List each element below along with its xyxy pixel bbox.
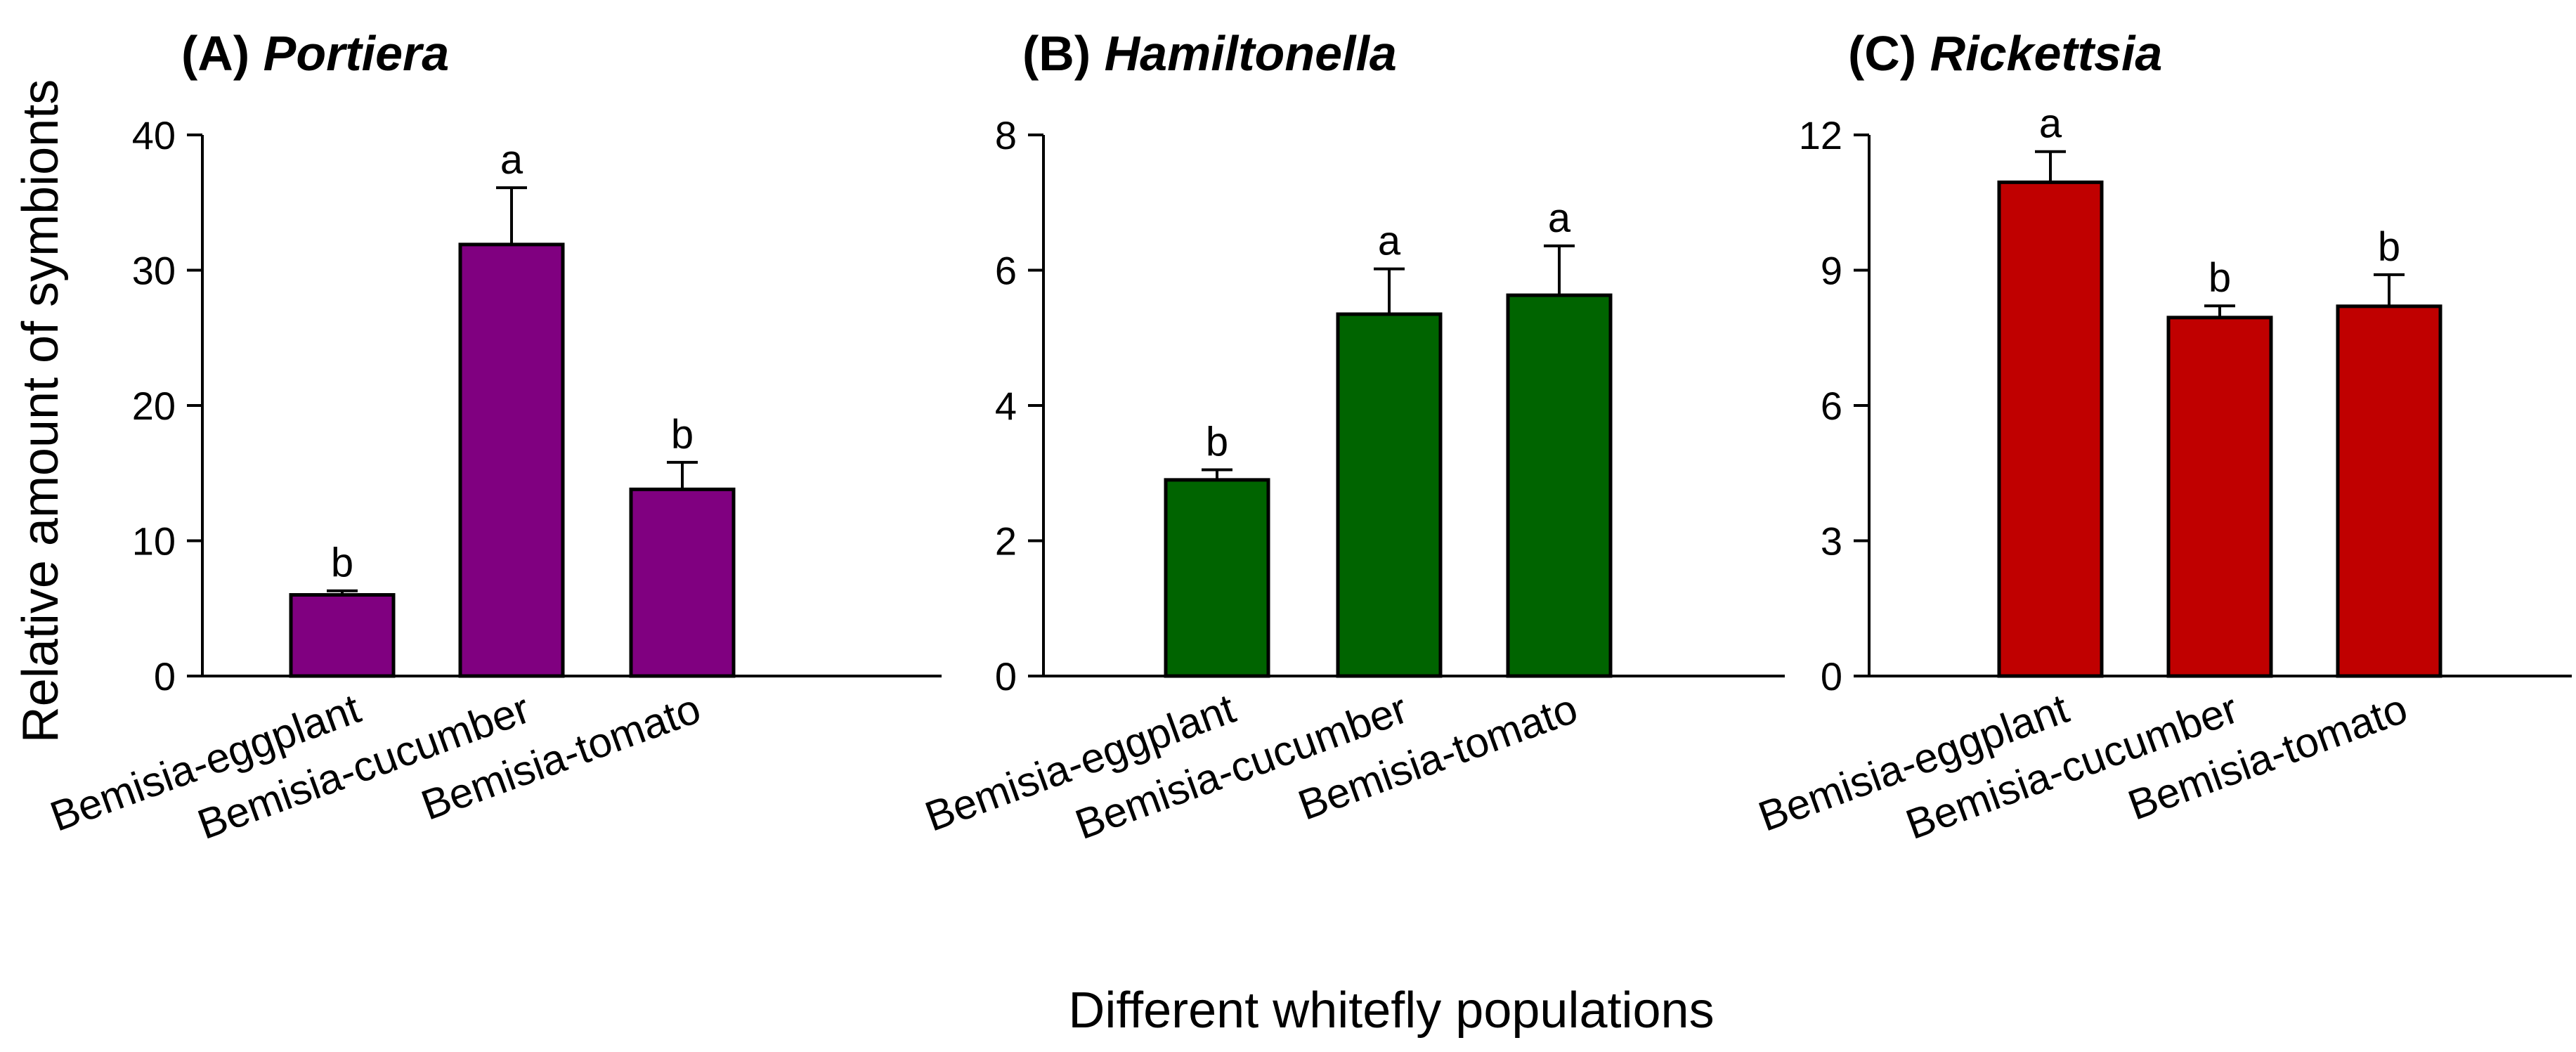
y-tick-label: 30	[132, 249, 176, 293]
bar	[458, 242, 565, 678]
y-tick-label: 40	[132, 113, 176, 157]
y-tick-label: 6	[1821, 384, 1842, 428]
y-tick-label: 4	[995, 384, 1017, 428]
significance-letter: a	[2039, 101, 2062, 147]
significance-letter: b	[2378, 224, 2400, 270]
y-tick-label: 12	[1799, 113, 1842, 157]
bar	[1164, 478, 1270, 678]
significance-letter: b	[2209, 255, 2231, 301]
bar	[1506, 293, 1613, 678]
bar	[2336, 304, 2442, 678]
significance-letter: b	[331, 540, 353, 586]
panel-title: (A) Portiera	[181, 26, 449, 81]
panel-genus: Rickettsia	[1930, 26, 2163, 81]
y-tick-label: 6	[995, 249, 1017, 293]
bar	[629, 487, 736, 678]
panel-title: (B) Hamiltonella	[1022, 26, 1397, 81]
significance-letter: a	[500, 137, 523, 183]
y-tick-label: 0	[995, 654, 1017, 699]
y-tick-label: 0	[1821, 654, 1842, 699]
significance-letter: a	[1378, 219, 1401, 264]
bar	[1336, 312, 1443, 678]
panel-genus: Portiera	[264, 26, 450, 81]
figure-x-axis-label: Different whitefly populations	[1068, 982, 1714, 1039]
panel-label: (B)	[1022, 26, 1105, 81]
panel-genus: Hamiltonella	[1105, 26, 1397, 81]
bar	[2166, 316, 2273, 678]
y-tick-label: 20	[132, 384, 176, 428]
panel-label: (C)	[1848, 26, 1930, 81]
figure-y-axis-label: Relative amount of symbionts	[13, 79, 69, 743]
y-tick-label: 3	[1821, 519, 1842, 564]
y-tick-label: 10	[132, 519, 176, 564]
y-tick-label: 2	[995, 519, 1017, 564]
y-tick-label: 8	[995, 113, 1017, 157]
panel-title: (C) Rickettsia	[1848, 26, 2162, 81]
significance-letter: b	[1206, 419, 1228, 465]
bar	[1997, 180, 2104, 678]
y-tick-label: 9	[1821, 249, 1842, 293]
panel-label: (A)	[181, 26, 264, 81]
significance-letter: b	[671, 412, 694, 457]
significance-letter: a	[1548, 195, 1571, 241]
y-tick-label: 0	[154, 654, 176, 699]
bar	[289, 593, 396, 678]
